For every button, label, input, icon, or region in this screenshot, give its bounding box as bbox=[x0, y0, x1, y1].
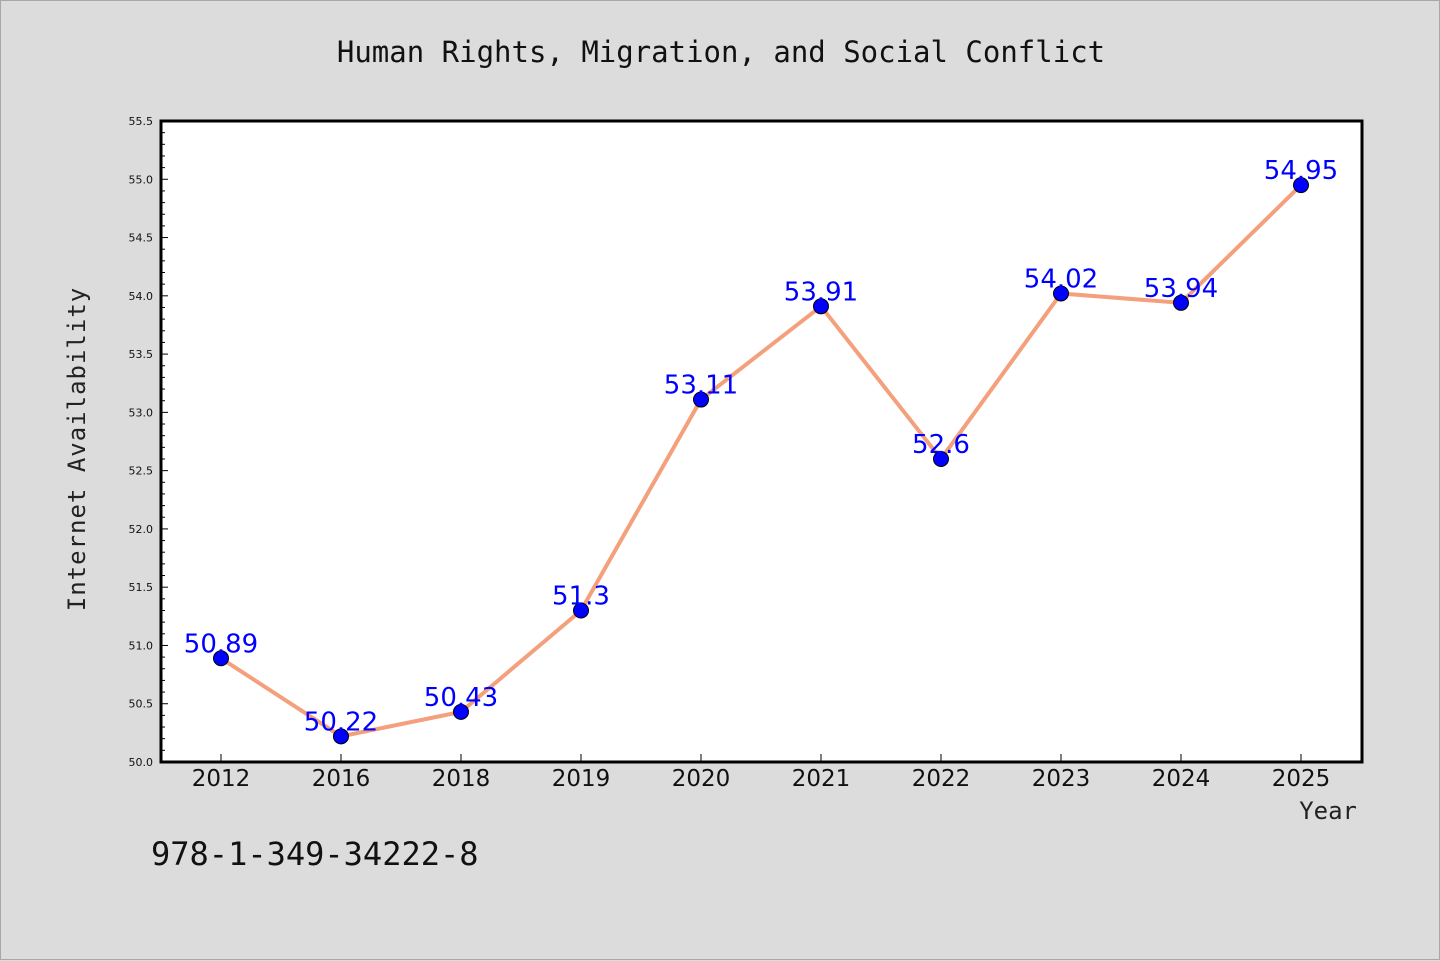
data-point bbox=[1053, 285, 1069, 302]
data-point bbox=[453, 703, 469, 720]
y-tick-label: 54.0 bbox=[129, 290, 154, 303]
x-tick-label: 2020 bbox=[672, 766, 731, 792]
data-point bbox=[1173, 294, 1189, 311]
data-point bbox=[213, 650, 229, 667]
data-label: 52.6 bbox=[912, 430, 970, 460]
y-axis: 50.0 50.5 51.0 51.5 52.0 52.5 53.0 53.5 54.0 54.5… bbox=[129, 115, 168, 769]
y-tick-label: 53.0 bbox=[129, 406, 154, 419]
x-tick-label: 2025 bbox=[1272, 766, 1331, 792]
data-point bbox=[1293, 177, 1309, 194]
data-label: 54.02 bbox=[1024, 264, 1098, 294]
y-tick-label: 52.0 bbox=[129, 523, 154, 536]
data-label: 51.3 bbox=[552, 581, 610, 611]
y-tick-label: 51.0 bbox=[129, 639, 154, 652]
data-point bbox=[573, 602, 589, 619]
data-label: 53.94 bbox=[1144, 274, 1218, 304]
data-label: 53.11 bbox=[664, 371, 738, 401]
x-axis: 2012 2016 2018 2019 2020 2021 2022 2023 2024 2025 bbox=[192, 754, 1331, 792]
y-tick-label: 52.5 bbox=[129, 465, 154, 478]
y-tick-label: 53.5 bbox=[129, 348, 154, 361]
data-label: 50.89 bbox=[184, 629, 258, 659]
x-axis-label: Year bbox=[1299, 797, 1357, 825]
y-tick-label: 50.5 bbox=[129, 698, 154, 711]
y-tick-label: 50.0 bbox=[129, 756, 154, 769]
x-tick-label: 2021 bbox=[792, 766, 851, 792]
y-tick-label: 51.5 bbox=[129, 581, 154, 594]
isbn-annotation: 978-1-349-34222-8 bbox=[151, 835, 479, 873]
plot-area bbox=[159, 119, 1364, 764]
x-tick-label: 2016 bbox=[312, 766, 371, 792]
data-labels: 50.89 50.22 50.43 51.3 53.11 53.91 52.6 54.02 53… bbox=[184, 156, 1338, 737]
y-tick-label: 55.5 bbox=[129, 115, 154, 128]
data-point bbox=[933, 450, 949, 467]
series-markers bbox=[213, 177, 1309, 745]
x-tick-label: 2024 bbox=[1152, 766, 1211, 792]
data-label: 54.95 bbox=[1264, 156, 1338, 186]
x-tick-label: 2019 bbox=[552, 766, 611, 792]
chart-title: Human Rights, Migration, and Social Conf… bbox=[336, 35, 1106, 69]
data-point bbox=[693, 391, 709, 408]
x-tick-label: 2018 bbox=[432, 766, 491, 792]
x-tick-label: 2012 bbox=[192, 766, 251, 792]
data-label: 53.91 bbox=[784, 277, 858, 307]
x-tick-label: 2023 bbox=[1032, 766, 1091, 792]
series-line bbox=[219, 183, 1303, 739]
data-point bbox=[333, 728, 349, 745]
y-tick-label: 55.0 bbox=[129, 173, 154, 186]
data-point bbox=[813, 298, 829, 315]
x-tick-label: 2022 bbox=[912, 766, 971, 792]
y-tick-label: 54.5 bbox=[129, 232, 154, 245]
series-polyline bbox=[219, 183, 1303, 739]
data-label: 50.22 bbox=[304, 707, 378, 737]
data-label: 50.43 bbox=[424, 683, 498, 713]
